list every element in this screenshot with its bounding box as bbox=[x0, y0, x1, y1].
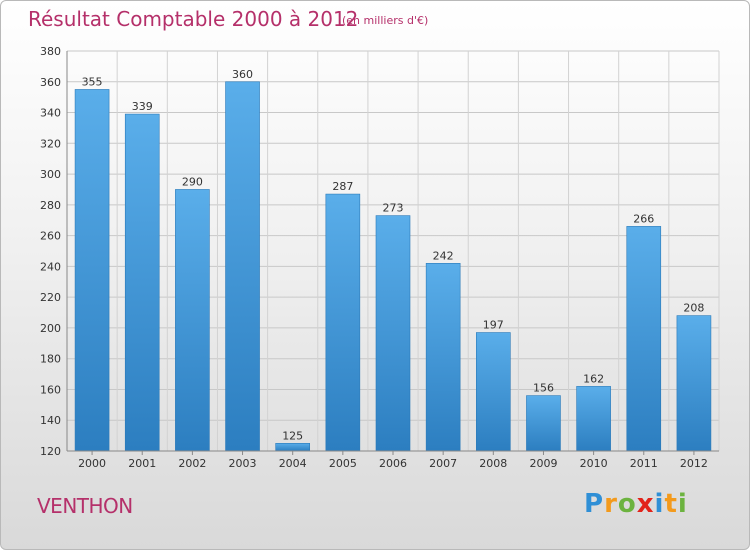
x-tick-label: 2008 bbox=[479, 457, 507, 470]
logo-letter: t bbox=[664, 489, 678, 519]
y-tick-label: 120 bbox=[40, 445, 61, 458]
place-name: VENTHON bbox=[37, 494, 133, 518]
logo-letter: o bbox=[617, 489, 637, 519]
y-tick-label: 340 bbox=[40, 107, 61, 120]
bar-value-label: 290 bbox=[182, 175, 203, 188]
y-tick-label: 200 bbox=[40, 322, 61, 335]
x-tick-label: 2001 bbox=[128, 457, 156, 470]
y-tick-label: 260 bbox=[40, 230, 61, 243]
y-tick-label: 220 bbox=[40, 291, 61, 304]
bar bbox=[375, 215, 411, 452]
y-tick-label: 180 bbox=[40, 353, 61, 366]
bar bbox=[526, 395, 561, 452]
bar bbox=[425, 263, 461, 452]
bar-value-label: 339 bbox=[132, 100, 153, 113]
bar bbox=[676, 315, 712, 452]
bar-value-label: 125 bbox=[282, 429, 303, 442]
bar bbox=[225, 81, 260, 452]
x-tick-label: 2009 bbox=[529, 457, 557, 470]
y-tick-label: 140 bbox=[40, 414, 61, 427]
x-tick-label: 2003 bbox=[229, 457, 257, 470]
bar-value-label: 242 bbox=[433, 249, 454, 262]
proxiti-logo[interactable]: Proxiti bbox=[584, 489, 688, 519]
bar bbox=[175, 189, 210, 452]
x-tick-label: 2012 bbox=[680, 457, 708, 470]
y-tick-label: 240 bbox=[40, 260, 61, 273]
bar-value-label: 355 bbox=[82, 75, 103, 88]
x-tick-label: 2000 bbox=[78, 457, 106, 470]
bar-value-label: 273 bbox=[383, 202, 404, 215]
y-tick-label: 160 bbox=[40, 383, 61, 396]
y-tick-label: 300 bbox=[40, 168, 61, 181]
x-tick-label: 2004 bbox=[279, 457, 307, 470]
x-tick-label: 2010 bbox=[580, 457, 608, 470]
logo-letter: P bbox=[584, 489, 605, 519]
x-tick-label: 2007 bbox=[429, 457, 457, 470]
chart-title: Résultat Comptable 2000 à 2012 bbox=[28, 7, 359, 31]
bar bbox=[275, 443, 310, 452]
y-tick-label: 360 bbox=[40, 76, 61, 89]
bar-value-label: 162 bbox=[583, 372, 604, 385]
bar bbox=[576, 386, 611, 452]
chart-subtitle: (en milliers d'€) bbox=[342, 14, 429, 27]
bar bbox=[124, 113, 160, 452]
x-tick-label: 2005 bbox=[329, 457, 357, 470]
bar-value-label: 360 bbox=[232, 68, 253, 81]
logo-letter: i bbox=[677, 489, 688, 519]
x-tick-label: 2011 bbox=[630, 457, 658, 470]
bar-value-label: 208 bbox=[683, 302, 704, 315]
x-tick-label: 2006 bbox=[379, 457, 407, 470]
bar bbox=[476, 332, 511, 452]
bar bbox=[626, 226, 662, 452]
bar bbox=[74, 89, 110, 452]
logo-letter: i bbox=[654, 489, 665, 519]
bar-value-label: 287 bbox=[332, 180, 353, 193]
y-tick-label: 380 bbox=[40, 45, 61, 58]
logo-letter: r bbox=[604, 489, 618, 519]
logo-letter: x bbox=[636, 489, 655, 519]
y-tick-label: 280 bbox=[40, 199, 61, 212]
x-tick-label: 2002 bbox=[178, 457, 206, 470]
bar-value-label: 266 bbox=[633, 212, 654, 225]
y-tick-label: 320 bbox=[40, 137, 61, 150]
bar bbox=[325, 193, 361, 452]
bar-value-label: 156 bbox=[533, 382, 554, 395]
bar-value-label: 197 bbox=[483, 319, 504, 332]
